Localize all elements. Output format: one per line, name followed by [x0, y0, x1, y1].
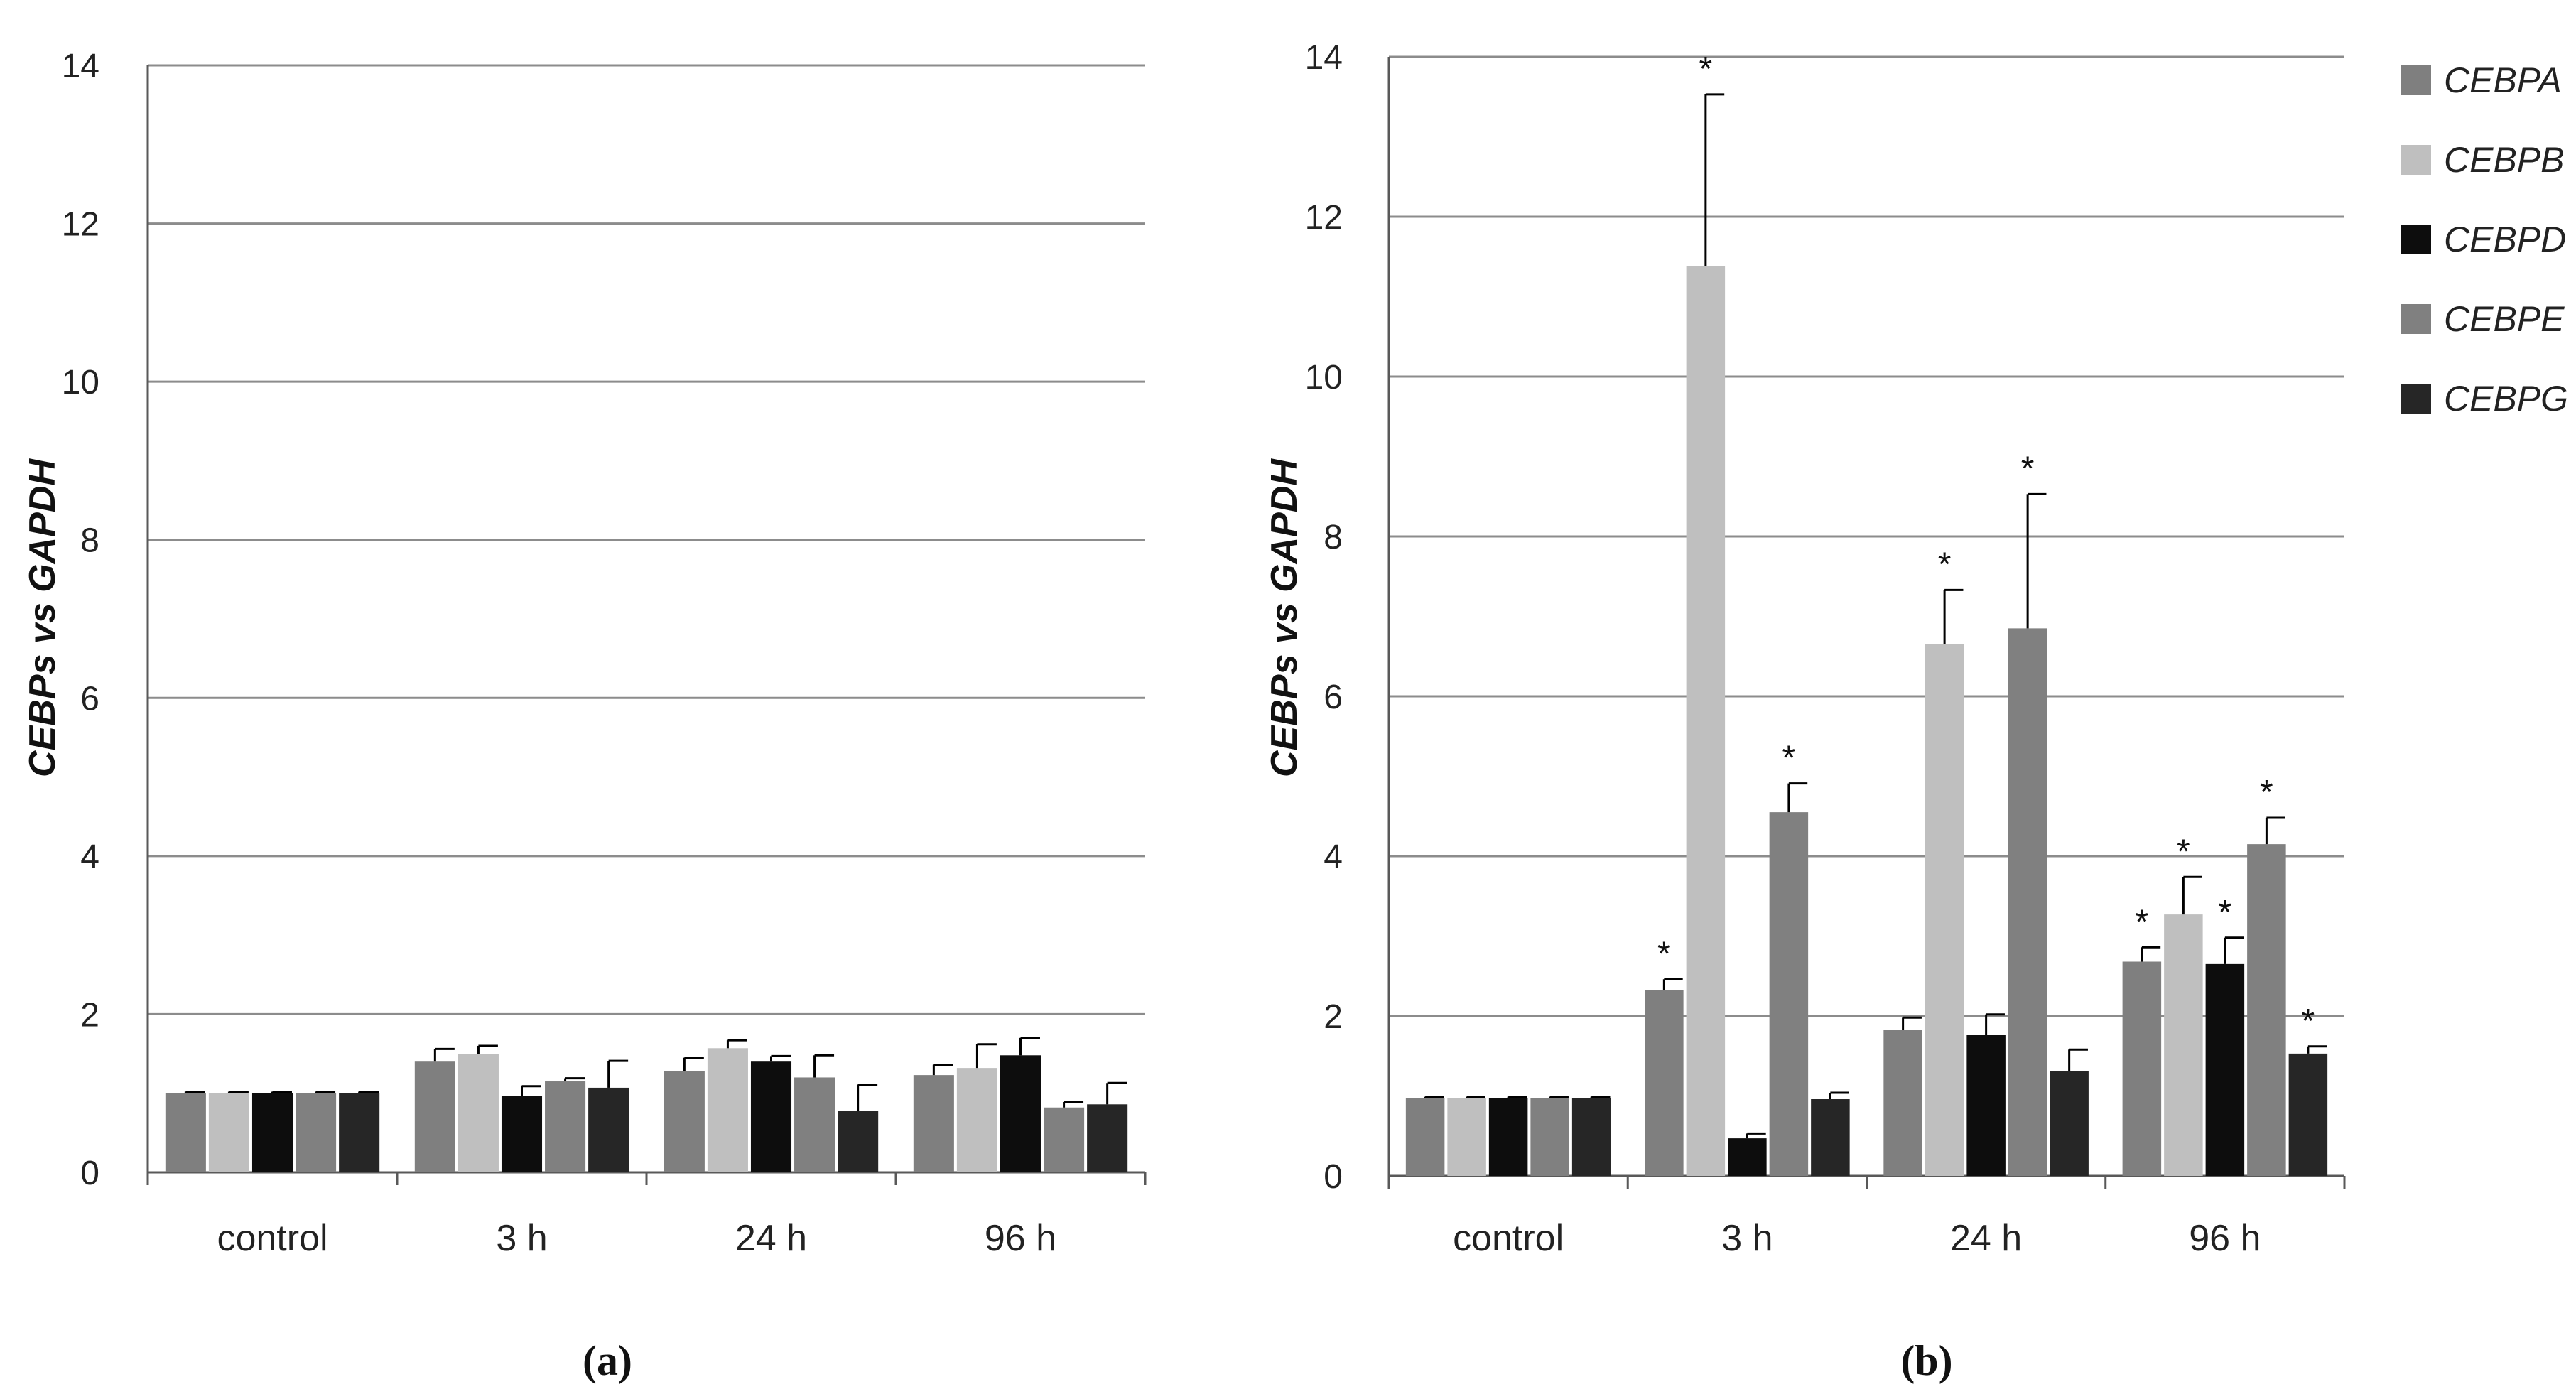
- y-axis-label: CEBPs vs GAPDH: [1264, 458, 1305, 777]
- bar-cebpa: [2122, 961, 2162, 1176]
- panel-label: (a): [583, 1337, 632, 1384]
- y-tick-label: 10: [1305, 359, 1343, 396]
- y-tick-label: 2: [80, 996, 99, 1034]
- bar-cebpg: [1811, 1099, 1850, 1176]
- legend-swatch-cebpg: [2401, 384, 2431, 414]
- significance-star: *: [1699, 50, 1713, 88]
- bar-cebpa: [414, 1061, 455, 1172]
- legend-swatch-cebpa: [2401, 65, 2431, 95]
- bar-cebpd: [1488, 1098, 1528, 1176]
- x-category-label: control: [217, 1218, 328, 1259]
- legend-label-cebpd: CEBPD: [2444, 220, 2566, 259]
- y-tick-label: 12: [62, 206, 99, 244]
- bar-cebpg: [2050, 1071, 2089, 1176]
- bar-cebpa: [913, 1075, 954, 1172]
- bar-cebpg: [339, 1093, 380, 1172]
- bar-cebpb: [1686, 266, 1726, 1176]
- legend-label-cebpe: CEBPE: [2444, 299, 2565, 339]
- panel-b-chart: 0 2 4 6 8 10 12 14 control 3 h 24 h 96 h * * * * * * * * * * C…: [1264, 39, 2346, 1384]
- bar-cebpb: [458, 1054, 499, 1172]
- x-category-label: 24 h: [1950, 1218, 2022, 1259]
- bar-cebpd: [1728, 1138, 1767, 1176]
- x-category-label: 96 h: [985, 1218, 1056, 1259]
- bar-cebpd: [251, 1093, 293, 1172]
- bar-cebpb: [1925, 644, 1964, 1176]
- significance-star: *: [2260, 774, 2273, 811]
- y-tick-label: 8: [1324, 519, 1343, 556]
- y-tick-label: 6: [80, 680, 99, 718]
- legend-label-cebpb: CEBPB: [2444, 140, 2565, 180]
- significance-star: *: [2177, 833, 2190, 870]
- y-tick-label: 14: [1305, 39, 1343, 77]
- bar-cebpb: [707, 1048, 748, 1172]
- y-tick-label: 12: [1305, 199, 1343, 237]
- significance-star: *: [2136, 903, 2149, 941]
- bar-cebpd: [2205, 963, 2245, 1176]
- bar-cebpe: [296, 1093, 337, 1172]
- bar-cebpg: [1087, 1104, 1128, 1172]
- y-tick-label: 14: [62, 48, 99, 85]
- bar-cebpe: [1530, 1098, 1569, 1176]
- legend-swatch-cebpb: [2401, 145, 2431, 175]
- y-tick-label: 0: [80, 1155, 99, 1192]
- bar-cebpa: [1645, 990, 1684, 1176]
- significance-star: *: [2302, 1003, 2315, 1040]
- bar-cebpe: [1769, 812, 1809, 1176]
- bar-cebpb: [2164, 914, 2203, 1176]
- bar-cebpd: [501, 1096, 543, 1172]
- x-category-label: control: [1453, 1218, 1564, 1259]
- x-category-label: 96 h: [2189, 1218, 2261, 1259]
- bar-cebpg: [838, 1111, 879, 1172]
- legend-label-cebpg: CEBPG: [2444, 379, 2568, 418]
- y-tick-label: 4: [80, 838, 99, 876]
- bar-cebpb: [956, 1068, 997, 1172]
- bar-cebpa: [165, 1093, 206, 1172]
- legend-swatch-cebpd: [2401, 225, 2431, 254]
- x-category-label: 3 h: [496, 1218, 547, 1259]
- bar-cebpa: [1883, 1030, 1922, 1176]
- bar-cebpe: [1044, 1107, 1085, 1172]
- bar-cebpg: [588, 1087, 629, 1172]
- y-tick-label: 8: [80, 522, 99, 560]
- significance-star: *: [2219, 894, 2232, 931]
- bar-cebpe: [2247, 844, 2286, 1176]
- legend-swatch-cebpe: [2401, 304, 2431, 334]
- panel-label: (b): [1900, 1337, 1952, 1384]
- x-category-label: 24 h: [735, 1218, 807, 1259]
- y-tick-label: 0: [1324, 1158, 1343, 1196]
- bar-cebpa: [1405, 1098, 1445, 1176]
- bar-cebpb: [208, 1093, 249, 1172]
- significance-star: *: [1782, 740, 1796, 777]
- significance-star: *: [1657, 935, 1671, 973]
- bar-cebpe: [794, 1077, 835, 1172]
- bar-cebpb: [1447, 1098, 1486, 1176]
- y-tick-label: 4: [1324, 838, 1343, 876]
- bar-cebpd: [1966, 1035, 2006, 1176]
- bar-cebpe: [545, 1081, 586, 1172]
- bar-cebpg: [1571, 1098, 1611, 1176]
- legend: CEBPA CEBPB CEBPD CEBPE CEBPG: [2401, 60, 2568, 418]
- bar-cebpa: [664, 1071, 705, 1172]
- legend-label-cebpa: CEBPA: [2444, 60, 2562, 100]
- x-category-label: 3 h: [1721, 1218, 1773, 1259]
- significance-star: *: [2021, 450, 2035, 487]
- panel-a-chart: 0 2 4 6 8 10 12 14 control 3 h 24 h 96 h CEBPs vs GA…: [22, 48, 1147, 1384]
- bar-cebpe: [2008, 628, 2047, 1176]
- bar-cebpg: [2288, 1053, 2328, 1176]
- y-tick-label: 2: [1324, 998, 1343, 1036]
- bar-cebpd: [750, 1061, 792, 1172]
- significance-star: *: [1938, 546, 1952, 583]
- y-axis-label: CEBPs vs GAPDH: [22, 458, 63, 777]
- bar-cebpd: [1000, 1055, 1041, 1172]
- y-tick-label: 10: [62, 364, 99, 401]
- y-tick-label: 6: [1324, 679, 1343, 716]
